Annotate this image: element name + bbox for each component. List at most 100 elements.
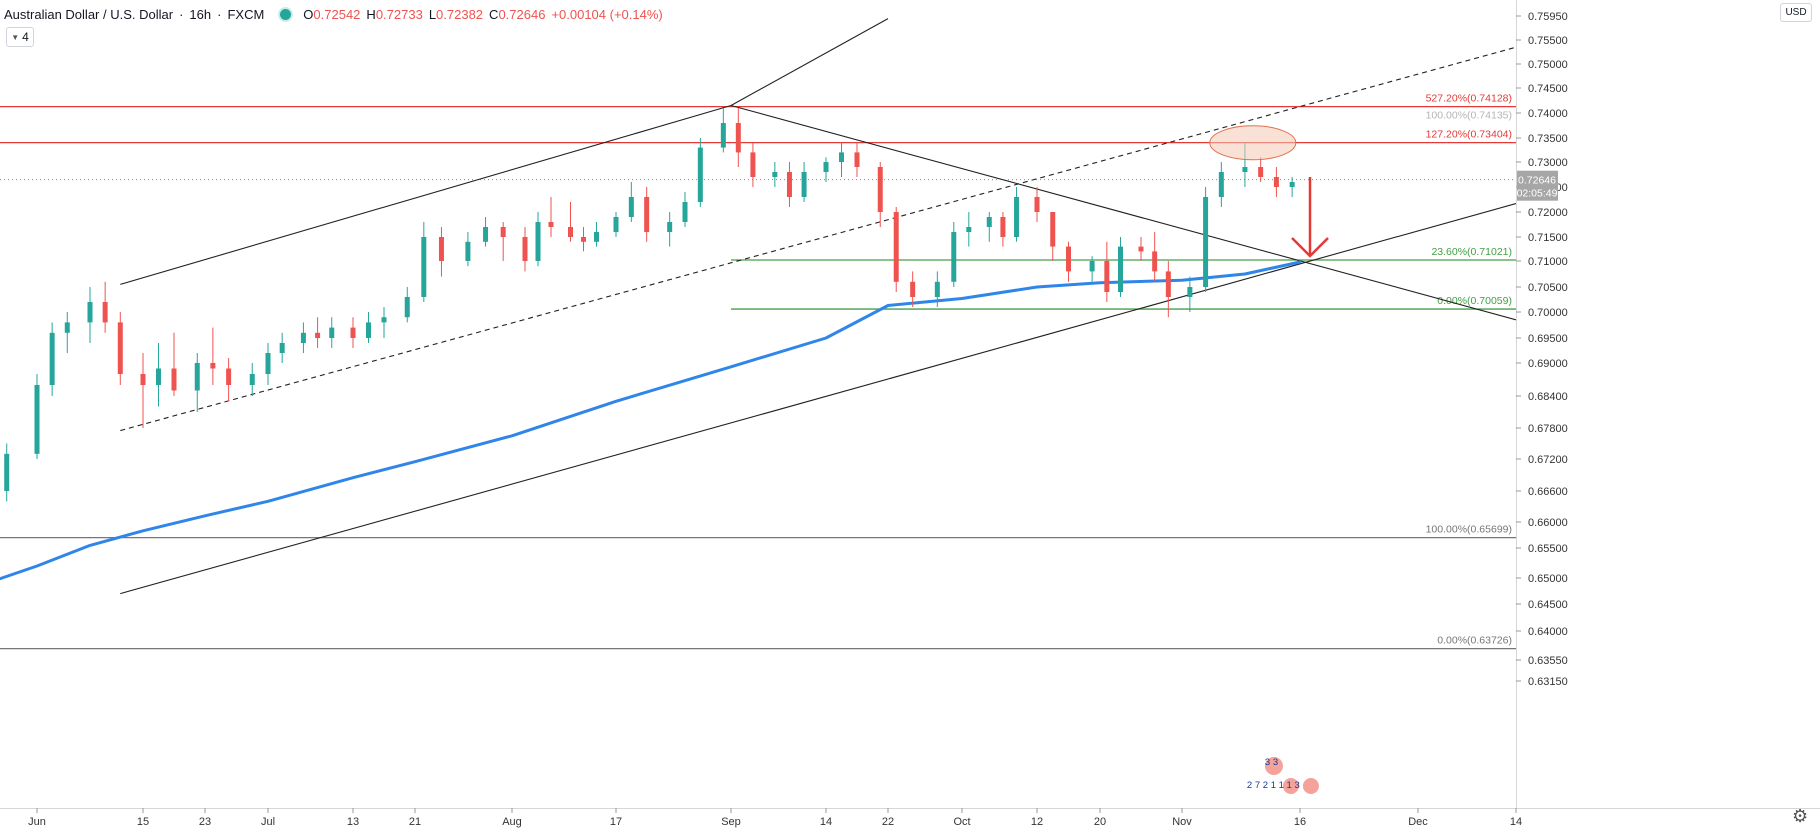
- price-tick-label: 0.64000: [1528, 626, 1568, 638]
- annotations: 3 3 2 7 2 1 1 1 3: [0, 125, 1516, 794]
- trendline-channel-upper-ext: [730, 18, 889, 106]
- price-tick-label: 0.75000: [1528, 59, 1568, 71]
- time-tick-label: 14: [1510, 816, 1522, 828]
- candle-body: [581, 237, 586, 242]
- time-tick-label: 13: [347, 816, 359, 828]
- currency-button[interactable]: USD: [1780, 3, 1812, 22]
- price-tick-label: 0.71500: [1528, 232, 1568, 244]
- time-tick-label: 22: [882, 816, 894, 828]
- candle-body: [750, 152, 756, 177]
- candle-body: [568, 227, 573, 237]
- candle-body: [117, 322, 123, 374]
- moving-average: [0, 260, 1302, 581]
- last-price-value: 0.72646: [1518, 175, 1556, 187]
- candle-body: [381, 317, 387, 323]
- candle-body: [1273, 177, 1279, 187]
- indicators-toggle-button[interactable]: ▼ 4: [6, 27, 34, 47]
- candle-body: [720, 123, 726, 148]
- candle-body: [910, 281, 916, 297]
- fib-level-label: 100.00%(0.65699): [1426, 524, 1512, 536]
- gear-icon[interactable]: ⚙: [1792, 806, 1809, 826]
- candle-body: [522, 237, 528, 261]
- candle-body: [329, 327, 335, 338]
- candle-body: [986, 217, 992, 227]
- candle-body: [279, 343, 285, 353]
- time-tick-label: Jun: [28, 816, 46, 828]
- candle-body: [535, 222, 541, 261]
- close-value: 0.72646: [498, 6, 546, 22]
- close-label: C: [489, 6, 499, 22]
- change-value: +0.00104 (+0.14%): [551, 6, 663, 22]
- price-tick-label: 0.70500: [1528, 282, 1568, 294]
- price-tick-label: 0.72000: [1528, 207, 1568, 219]
- event-flag-icon: [1264, 757, 1283, 775]
- candle-body: [1104, 261, 1110, 292]
- event-marker-text: 2 7 2 1 1 1 3: [1247, 780, 1300, 791]
- trendline-channel-mid: [120, 46, 1516, 432]
- fib-level-label: 127.20%(0.73404): [1426, 129, 1512, 141]
- time-tick-label: 16: [1294, 816, 1306, 828]
- time-tick-label: 12: [1031, 816, 1043, 828]
- time-tick-label: Aug: [502, 816, 522, 828]
- candle-body: [194, 363, 200, 391]
- candle-body: [786, 172, 792, 197]
- highlight-ellipse: [1209, 125, 1297, 161]
- market-status-icon[interactable]: [278, 6, 294, 22]
- price-tick-label: 0.73500: [1528, 133, 1568, 145]
- candle-body: [64, 322, 70, 333]
- candle-body: [366, 322, 371, 338]
- price-tick-label: 0.66600: [1528, 486, 1568, 498]
- price-tick-label: 0.71000: [1528, 256, 1568, 268]
- fib-level-label: 0.00%(0.63726): [1437, 635, 1512, 647]
- price-tick-label: 0.63150: [1528, 676, 1568, 688]
- candle-body: [34, 385, 40, 454]
- candle-body: [613, 217, 619, 232]
- fib-level-label: 23.60%(0.71021): [1431, 246, 1512, 258]
- candle-body: [735, 123, 741, 153]
- event-marker-text: 3 3: [1265, 757, 1278, 768]
- indicators-count: 4: [22, 30, 29, 44]
- price-tick-label: 0.68400: [1528, 391, 1568, 403]
- candle-body: [265, 353, 271, 374]
- high-label: H: [366, 6, 376, 22]
- trendline-channel-upper: [120, 104, 732, 285]
- candle-body: [966, 227, 972, 232]
- candle-body: [1289, 182, 1295, 187]
- symbol-interval[interactable]: 16h: [189, 6, 212, 22]
- candle-body: [421, 237, 427, 297]
- time-tick-label: Sep: [721, 816, 741, 828]
- candle-body: [483, 227, 489, 242]
- price-tick-label: 0.75950: [1528, 11, 1568, 23]
- open-label: O: [303, 6, 314, 22]
- candle-body: [823, 162, 829, 172]
- candle-body: [1165, 271, 1171, 297]
- candle-body: [1218, 172, 1224, 197]
- candle-body: [548, 222, 554, 227]
- candles: [4, 108, 1295, 502]
- symbol-title[interactable]: Australian Dollar / U.S. Dollar: [4, 6, 174, 22]
- candle-body: [934, 281, 940, 297]
- candle-body: [1242, 167, 1248, 172]
- price-tick-label: 0.73000: [1528, 157, 1568, 169]
- candle-body: [1258, 167, 1264, 177]
- candle-body: [628, 197, 634, 217]
- price-tick-label: 0.75500: [1528, 35, 1568, 47]
- time-tick-label: Oct: [953, 816, 970, 828]
- candle-body: [210, 363, 216, 369]
- candle-body: [1050, 212, 1056, 247]
- candle-body: [1152, 251, 1158, 272]
- candle-body: [4, 453, 10, 491]
- time-tick-label: 14: [820, 816, 832, 828]
- time-tick-label: Jul: [261, 816, 275, 828]
- price-tick-label: 0.74500: [1528, 83, 1568, 95]
- price-tick-label: 0.74000: [1528, 108, 1568, 120]
- candle-body: [1014, 197, 1020, 237]
- candle-body: [140, 374, 146, 385]
- candle-body: [682, 202, 688, 222]
- event-flag-icon: [1282, 778, 1299, 794]
- candle-body: [667, 222, 673, 232]
- time-tick-label: 21: [409, 816, 421, 828]
- event-flag-icon: [1302, 778, 1319, 794]
